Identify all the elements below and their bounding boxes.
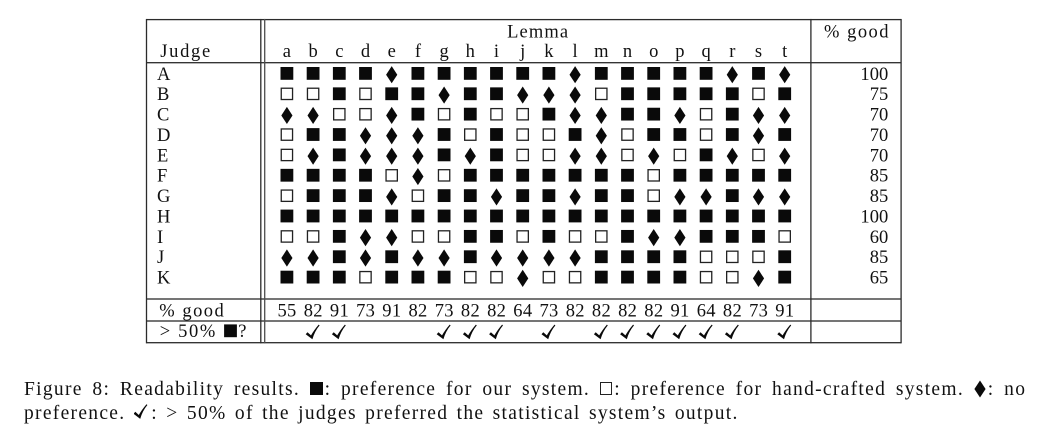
- svg-text:82: 82: [566, 301, 585, 321]
- svg-text:p: p: [675, 42, 684, 62]
- svg-text:g: g: [439, 42, 448, 62]
- svg-text:65: 65: [870, 269, 889, 289]
- svg-text:85: 85: [870, 248, 889, 268]
- svg-text:b: b: [308, 42, 317, 62]
- svg-text:70: 70: [870, 146, 889, 166]
- svg-text:I: I: [157, 228, 163, 248]
- svg-text:64: 64: [697, 301, 716, 321]
- svg-text:C: C: [157, 106, 169, 126]
- svg-text:55: 55: [278, 301, 297, 321]
- svg-text:82: 82: [723, 301, 742, 321]
- svg-text:f: f: [415, 42, 422, 62]
- svg-text:J: J: [157, 248, 164, 268]
- svg-text:% good: % good: [824, 22, 889, 42]
- svg-text:Judge: Judge: [160, 42, 210, 62]
- svg-text:82: 82: [461, 301, 480, 321]
- svg-text:k: k: [544, 42, 554, 62]
- svg-text:73: 73: [435, 301, 454, 321]
- svg-text:q: q: [701, 42, 710, 62]
- svg-text:82: 82: [304, 301, 323, 321]
- svg-text:85: 85: [870, 167, 889, 187]
- svg-text:60: 60: [870, 228, 889, 248]
- svg-text:h: h: [466, 42, 475, 62]
- svg-text:91: 91: [382, 301, 401, 321]
- svg-text:A: A: [157, 65, 171, 85]
- svg-text:l: l: [573, 42, 578, 62]
- svg-text:73: 73: [540, 301, 559, 321]
- svg-text:91: 91: [330, 301, 349, 321]
- svg-text:100: 100: [860, 207, 888, 227]
- svg-text:F: F: [157, 167, 167, 187]
- svg-text:82: 82: [644, 301, 663, 321]
- svg-text:70: 70: [870, 106, 889, 126]
- svg-text:% good: % good: [159, 301, 224, 321]
- svg-text:s: s: [755, 42, 762, 62]
- svg-text:82: 82: [487, 301, 506, 321]
- svg-text:d: d: [361, 42, 371, 62]
- svg-text:73: 73: [356, 301, 375, 321]
- svg-text:82: 82: [592, 301, 611, 321]
- svg-text:H: H: [157, 207, 170, 227]
- svg-text:m: m: [594, 42, 609, 62]
- svg-text:n: n: [623, 42, 632, 62]
- svg-text:?: ?: [238, 322, 246, 342]
- svg-text:e: e: [388, 42, 396, 62]
- svg-text:j: j: [519, 42, 525, 62]
- svg-text:K: K: [157, 269, 171, 289]
- svg-text:100: 100: [860, 65, 888, 85]
- svg-text:i: i: [494, 42, 499, 62]
- svg-text:G: G: [157, 187, 170, 207]
- svg-text:Lemma: Lemma: [507, 22, 568, 42]
- svg-text:82: 82: [618, 301, 637, 321]
- svg-text:91: 91: [775, 301, 794, 321]
- svg-text:E: E: [157, 146, 168, 166]
- svg-text:t: t: [782, 42, 788, 62]
- svg-text:73: 73: [749, 301, 768, 321]
- svg-text:> 50%: > 50%: [160, 322, 216, 342]
- svg-text:r: r: [729, 42, 735, 62]
- svg-text:B: B: [157, 85, 169, 105]
- svg-text:85: 85: [870, 187, 889, 207]
- svg-text:D: D: [157, 126, 170, 146]
- svg-text:o: o: [649, 42, 658, 62]
- svg-text:64: 64: [513, 301, 532, 321]
- svg-text:75: 75: [870, 85, 889, 105]
- svg-text:a: a: [283, 42, 291, 62]
- svg-text:82: 82: [409, 301, 428, 321]
- svg-text:91: 91: [671, 301, 690, 321]
- svg-text:c: c: [335, 42, 343, 62]
- svg-text:70: 70: [870, 126, 889, 146]
